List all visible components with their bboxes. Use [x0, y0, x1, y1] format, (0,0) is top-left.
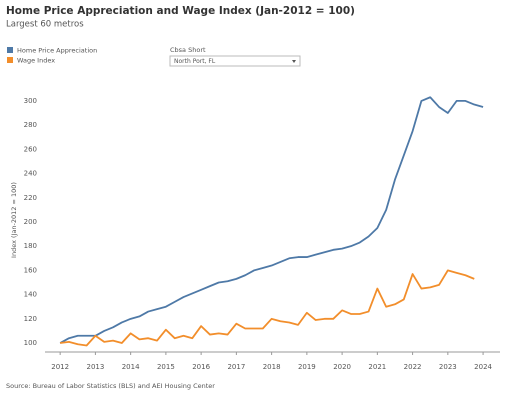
y-tick-label: 100	[24, 339, 37, 347]
filter-value[interactable]: North Port, FL	[174, 58, 216, 65]
y-tick-label: 240	[24, 170, 37, 178]
x-tick-label: 2017	[227, 363, 245, 371]
filter-label: Cbsa Short	[170, 46, 206, 54]
x-tick-label: 2020	[333, 363, 351, 371]
y-tick-label: 300	[24, 97, 37, 105]
x-tick-label: 2016	[192, 363, 210, 371]
y-tick-label: 200	[24, 218, 37, 226]
x-tick-label: 2013	[86, 363, 104, 371]
x-tick-label: 2019	[298, 363, 316, 371]
dropdown-arrow[interactable]	[292, 60, 296, 63]
y-tick-label: 280	[24, 121, 37, 129]
y-tick-label: 180	[24, 242, 37, 250]
x-tick-label: 2012	[51, 363, 69, 371]
y-tick-label: 160	[24, 266, 37, 274]
chart-subtitle: Largest 60 metros	[6, 20, 84, 30]
source-note: Source: Bureau of Labor Statistics (BLS)…	[6, 382, 215, 390]
chart-title: Home Price Appreciation and Wage Index (…	[6, 5, 355, 17]
x-tick-label: 2014	[122, 363, 140, 371]
legend-label: Wage Index	[17, 57, 55, 65]
y-tick-label: 260	[24, 145, 37, 153]
x-tick-label: 2022	[404, 363, 422, 371]
y-tick-label: 220	[24, 194, 37, 202]
x-tick-label: 2023	[439, 363, 457, 371]
legend-swatch	[7, 47, 13, 53]
x-tick-label: 2024	[474, 363, 492, 371]
y-axis-label: Index (Jan-2012 = 100)	[10, 182, 18, 258]
legend-label: Home Price Appreciation	[17, 47, 97, 55]
x-tick-label: 2018	[263, 363, 281, 371]
x-tick-label: 2021	[368, 363, 386, 371]
legend-swatch	[7, 57, 13, 63]
filter-dropdown[interactable]	[169, 55, 301, 67]
series-line	[59, 96, 484, 344]
series-line	[60, 269, 475, 347]
y-tick-label: 120	[24, 315, 37, 323]
x-tick-label: 2015	[157, 363, 175, 371]
y-tick-label: 140	[24, 291, 37, 299]
